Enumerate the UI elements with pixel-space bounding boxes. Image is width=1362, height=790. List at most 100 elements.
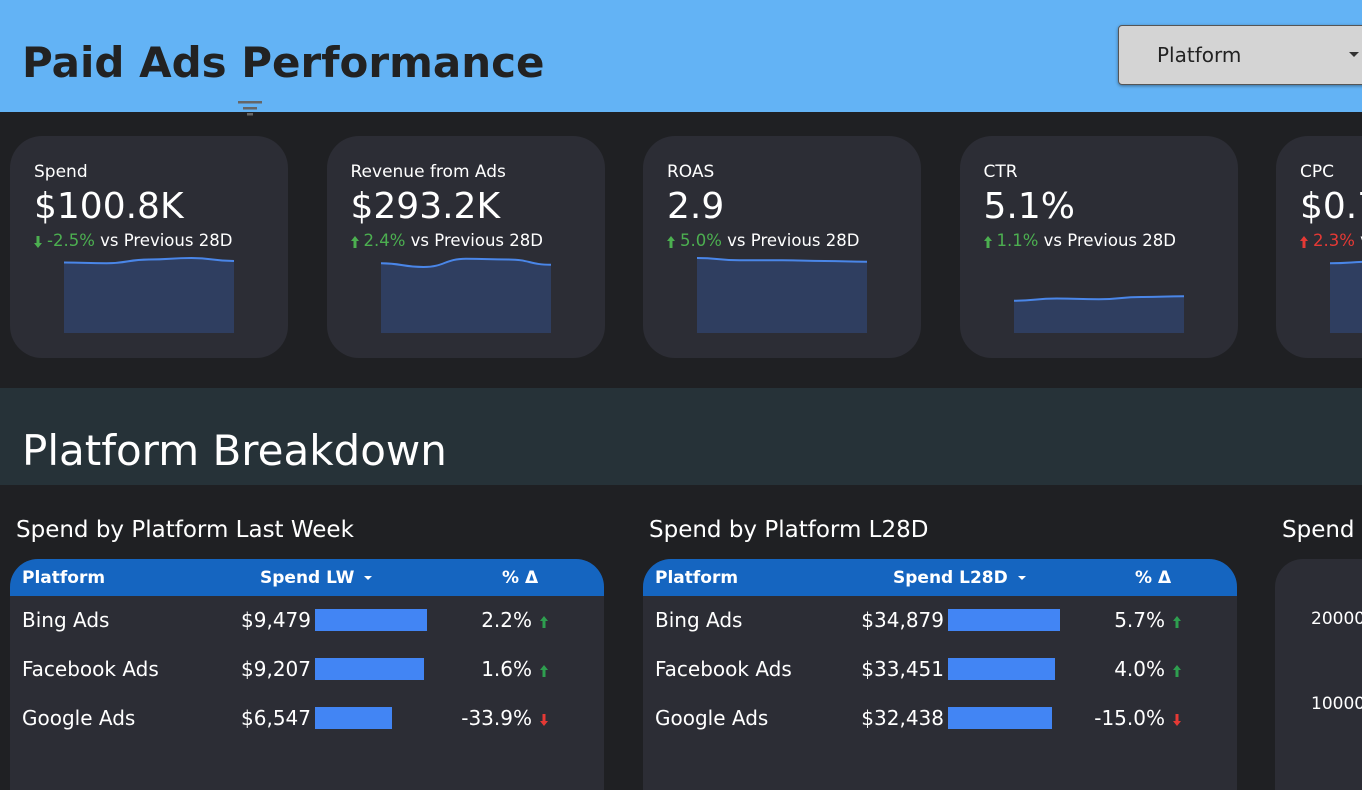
change-value: 1.6% — [481, 657, 532, 681]
sparkline — [64, 256, 234, 333]
column-header: % Δ — [502, 568, 539, 588]
spend-bar — [315, 609, 427, 631]
change-value: 2.2% — [481, 608, 532, 632]
spend-value: $9,479 — [241, 608, 311, 632]
change-arrow-box — [540, 709, 553, 728]
sparkline-area — [380, 258, 551, 333]
change-arrow — [540, 713, 548, 726]
change-arrow — [1173, 664, 1181, 677]
comparison: vs Previous 28D — [1043, 231, 1176, 250]
kpi-change: -2.5% vs Previous 28D — [34, 231, 232, 250]
sort-caret — [1017, 575, 1026, 580]
column-header: Platform — [655, 568, 739, 588]
spend-value: $9,207 — [241, 657, 311, 681]
kpi-change: 5.0% vs Previous 28D — [667, 231, 859, 250]
change-arrow-box — [540, 660, 553, 679]
spend-chart-panel — [1275, 559, 1362, 790]
spend-bar — [315, 658, 424, 680]
kpi-label: CPC — [1300, 162, 1334, 182]
spend-bar — [315, 707, 393, 729]
sparkline-line — [697, 257, 867, 263]
sparkline-line — [1330, 260, 1362, 265]
spend-bar — [948, 707, 1053, 729]
change-arrow — [540, 615, 548, 628]
chart-title: Spend — [1282, 517, 1355, 543]
platform-name: Bing Ads — [655, 608, 743, 632]
change-value: 2.4% — [363, 231, 406, 250]
kpi-label: ROAS — [667, 162, 715, 182]
header: Paid Ads Performance Platform — [0, 0, 1362, 116]
change-value: -15.0% — [1094, 706, 1165, 730]
comparison: vs Previous 28D — [410, 231, 543, 250]
change-value: 1.1% — [996, 231, 1039, 250]
sparkline-area — [64, 258, 234, 333]
kpi-value: $293.2K — [350, 186, 501, 227]
filter-icon[interactable] — [238, 101, 264, 119]
change-value: 5.0% — [680, 231, 722, 250]
spend-value: $32,438 — [861, 706, 944, 730]
change-value: -2.5% — [47, 231, 95, 250]
spend-value: $6,547 — [241, 706, 311, 730]
change-arrow — [1173, 615, 1181, 628]
sparkline-line — [64, 256, 234, 265]
caret-shape — [364, 575, 373, 580]
section-title: Platform Breakdown — [22, 426, 447, 475]
sparkline-area — [1330, 261, 1362, 333]
arrow-shape — [540, 615, 548, 628]
comparison: vs Previous 28D — [727, 231, 860, 250]
sparkline-area — [697, 258, 867, 333]
column-header: % Δ — [1135, 568, 1172, 588]
sparkline-line — [1013, 295, 1184, 302]
change-arrow — [350, 235, 359, 248]
column-header: Spend LW — [260, 568, 373, 588]
platform-name: Bing Ads — [22, 608, 110, 632]
platform-name: Google Ads — [22, 706, 136, 730]
change-value: -33.9% — [461, 706, 532, 730]
spend-value: $33,451 — [861, 657, 944, 681]
arrow-shape — [540, 713, 548, 726]
arrow-shape — [1173, 615, 1181, 628]
sparkline — [1330, 260, 1362, 333]
spend-bar — [948, 609, 1060, 631]
change-arrow — [983, 235, 992, 248]
sparkline — [697, 257, 867, 333]
sort-caret — [364, 575, 373, 580]
kpi-label: CTR — [983, 162, 1018, 182]
column-header: Spend L28D — [893, 568, 1026, 588]
platform-name: Facebook Ads — [655, 657, 792, 681]
platform-name: Facebook Ads — [22, 657, 159, 681]
kpi-value: $100.8K — [34, 186, 184, 227]
arrow-shape — [34, 235, 42, 248]
arrow-shape — [1173, 664, 1181, 677]
spend-bar — [948, 658, 1056, 680]
arrow-shape — [1300, 235, 1308, 248]
sparkline — [1013, 295, 1184, 333]
change-arrow-box — [540, 611, 553, 630]
table-header: Platform Spend L28D % Δ — [643, 559, 1237, 596]
table: Platform Spend LW % Δ Bing Ads $9,479 2.2% Fac… — [10, 559, 604, 790]
change-arrow — [667, 235, 675, 248]
table-title: Spend by Platform L28D — [649, 517, 929, 543]
table-header: Platform Spend LW % Δ — [10, 559, 604, 596]
kpi-card: Spend $100.8K -2.5% vs Previous 28D — [10, 136, 288, 358]
dropdown-label: Platform — [1157, 43, 1242, 67]
comparison: vs Previous 28D — [100, 231, 233, 250]
kpi-value: 2.9 — [667, 186, 725, 227]
kpi-label: Spend — [34, 162, 88, 182]
change-arrow-box — [1173, 709, 1186, 728]
sparkline-line — [380, 257, 551, 269]
kpi-card: CTR 5.1% 1.1% vs Previous 28D — [959, 136, 1238, 358]
platform-dropdown[interactable]: Platform — [1118, 25, 1362, 85]
comparison: vs Previous 28D — [1360, 231, 1362, 250]
kpi-value: $0.7 — [1300, 186, 1362, 227]
table: Platform Spend L28D % Δ Bing Ads $34,879 5.7%… — [643, 559, 1237, 790]
kpi-value: 5.1% — [983, 186, 1075, 227]
change-arrow — [1300, 235, 1308, 248]
arrow-shape — [983, 235, 992, 248]
spend-value: $34,879 — [861, 608, 944, 632]
arrow-shape — [1173, 713, 1181, 726]
dropdown-caret — [1349, 52, 1359, 57]
kpi-card: CPC $0.7 2.3% vs Previous 28D — [1276, 136, 1362, 358]
arrow-shape — [667, 235, 675, 248]
